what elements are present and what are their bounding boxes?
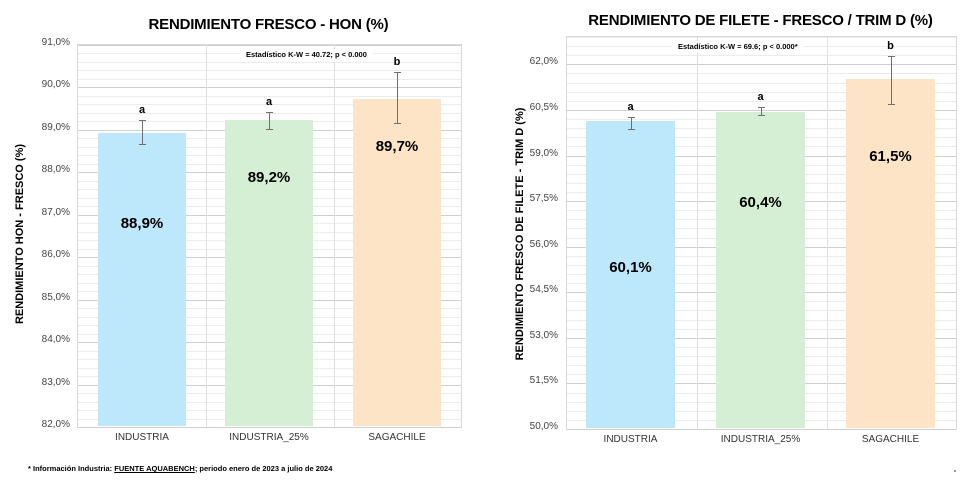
x-tick-label: INDUSTRIA_25% [720,434,801,445]
bar-value-label: 60,4% [739,194,782,212]
y-tick-label: 91,0% [41,37,70,48]
y-tick-label: 84,0% [41,334,70,346]
x-tick-label: INDUSTRIA [603,434,658,445]
error-bar-cap [627,116,635,118]
x-tick-label: INDUSTRIA_25% [229,432,309,443]
minor-gridline [567,73,956,75]
category-separator [206,45,207,427]
error-bar [890,55,892,105]
error-bar-cap [266,128,273,130]
kruskal-wallis-annotation: Estadístico K-W = 69.6; p < 0.000* [672,41,804,52]
y-tick-label: 82,0% [41,419,70,430]
kruskal-wallis-annotation: Estadístico K-W = 40.72; p < 0.000 [240,49,373,60]
footnote-source-link[interactable]: FUENTE AQUABENCH [114,464,195,473]
minor-gridline [567,37,956,38]
y-tick-label: 89,0% [41,121,70,133]
y-tick-label: 60,5% [529,101,558,113]
minor-gridline [567,82,956,84]
x-tick-label: SAGACHILE [861,434,920,445]
bar-sagachile [846,78,935,428]
footnote-suffix: ; periodo enero de 2023 a julio de 2024 [194,464,333,473]
category-separator [697,37,698,429]
significance-letter: a [627,100,634,113]
minor-gridline [78,78,461,80]
error-bar-cap [627,128,635,130]
error-bar-cap [139,120,146,122]
minor-gridline [567,91,956,93]
footnote-prefix: * Información Industria: [28,464,115,473]
bar-industria [586,121,675,428]
error-bar-cap [887,104,895,106]
major-gridline [78,87,461,89]
x-tick-label: INDUSTRIA [115,432,169,443]
minor-gridline [78,61,461,63]
bar-value-label: 60,1% [609,259,652,277]
y-tick-label: 87,0% [41,206,70,218]
bar-value-label: 89,2% [247,169,291,187]
y-tick-label: 62,0% [529,56,558,68]
minor-gridline [78,104,461,106]
error-bar-cap [394,122,401,124]
y-tick-label: 50,0% [529,421,558,432]
error-bar-cap [139,143,146,145]
major-gridline [567,429,956,430]
error-bar [142,120,143,144]
bar-industria [98,133,186,426]
error-bar-cap [757,115,765,116]
bar-sagachile [353,99,441,426]
bar-value-label: 88,9% [120,215,164,233]
chart-title: RENDIMIENTO DE FILETE - FRESCO / TRIM D … [588,12,933,29]
minor-gridline [567,55,956,57]
bar-industria-25- [716,111,805,428]
significance-letter: b [393,55,401,68]
y-tick-label: 83,0% [41,376,70,388]
decorative-dot [954,470,956,472]
significance-letter: b [887,39,894,52]
significance-letter: a [757,91,764,104]
y-axis-label: RENDIMIENTO FRESCO DE FILETE - TRIM D (%… [514,107,526,361]
bar-value-label: 61,5% [869,148,912,166]
error-bar [269,111,270,129]
y-tick-label: 51,5% [529,375,558,387]
y-tick-label: 53,0% [529,329,558,341]
y-tick-label: 56,0% [529,238,558,250]
chart-title: RENDIMIENTO FRESCO - HON (%) [148,16,389,33]
y-tick-label: 88,0% [41,164,70,176]
y-tick-label: 90,0% [41,79,70,91]
minor-gridline [78,70,461,72]
error-bar [397,71,398,123]
error-bar-cap [266,111,273,113]
error-bar-cap [394,71,401,73]
y-tick-label: 57,5% [529,193,558,205]
significance-letter: a [265,95,273,108]
major-gridline [78,427,461,428]
bar-value-label: 89,7% [375,138,419,156]
error-bar-cap [757,107,765,109]
bar-industria-25- [225,120,313,426]
significance-letter: a [138,104,146,117]
error-bar [760,107,762,115]
footnote: * Información Industria: FUENTE AQUABENC… [28,464,332,473]
y-tick-label: 59,0% [529,147,558,159]
category-separator [827,37,828,429]
error-bar [630,116,632,129]
major-gridline [567,64,956,66]
major-gridline [567,109,956,111]
y-tick-label: 54,5% [529,284,558,296]
category-separator [334,45,335,427]
y-tick-label: 85,0% [41,291,70,303]
major-gridline [78,45,461,46]
minor-gridline [78,95,461,97]
x-tick-label: SAGACHILE [368,432,426,443]
y-tick-label: 86,0% [41,249,70,261]
error-bar-cap [887,55,895,57]
minor-gridline [567,100,956,102]
